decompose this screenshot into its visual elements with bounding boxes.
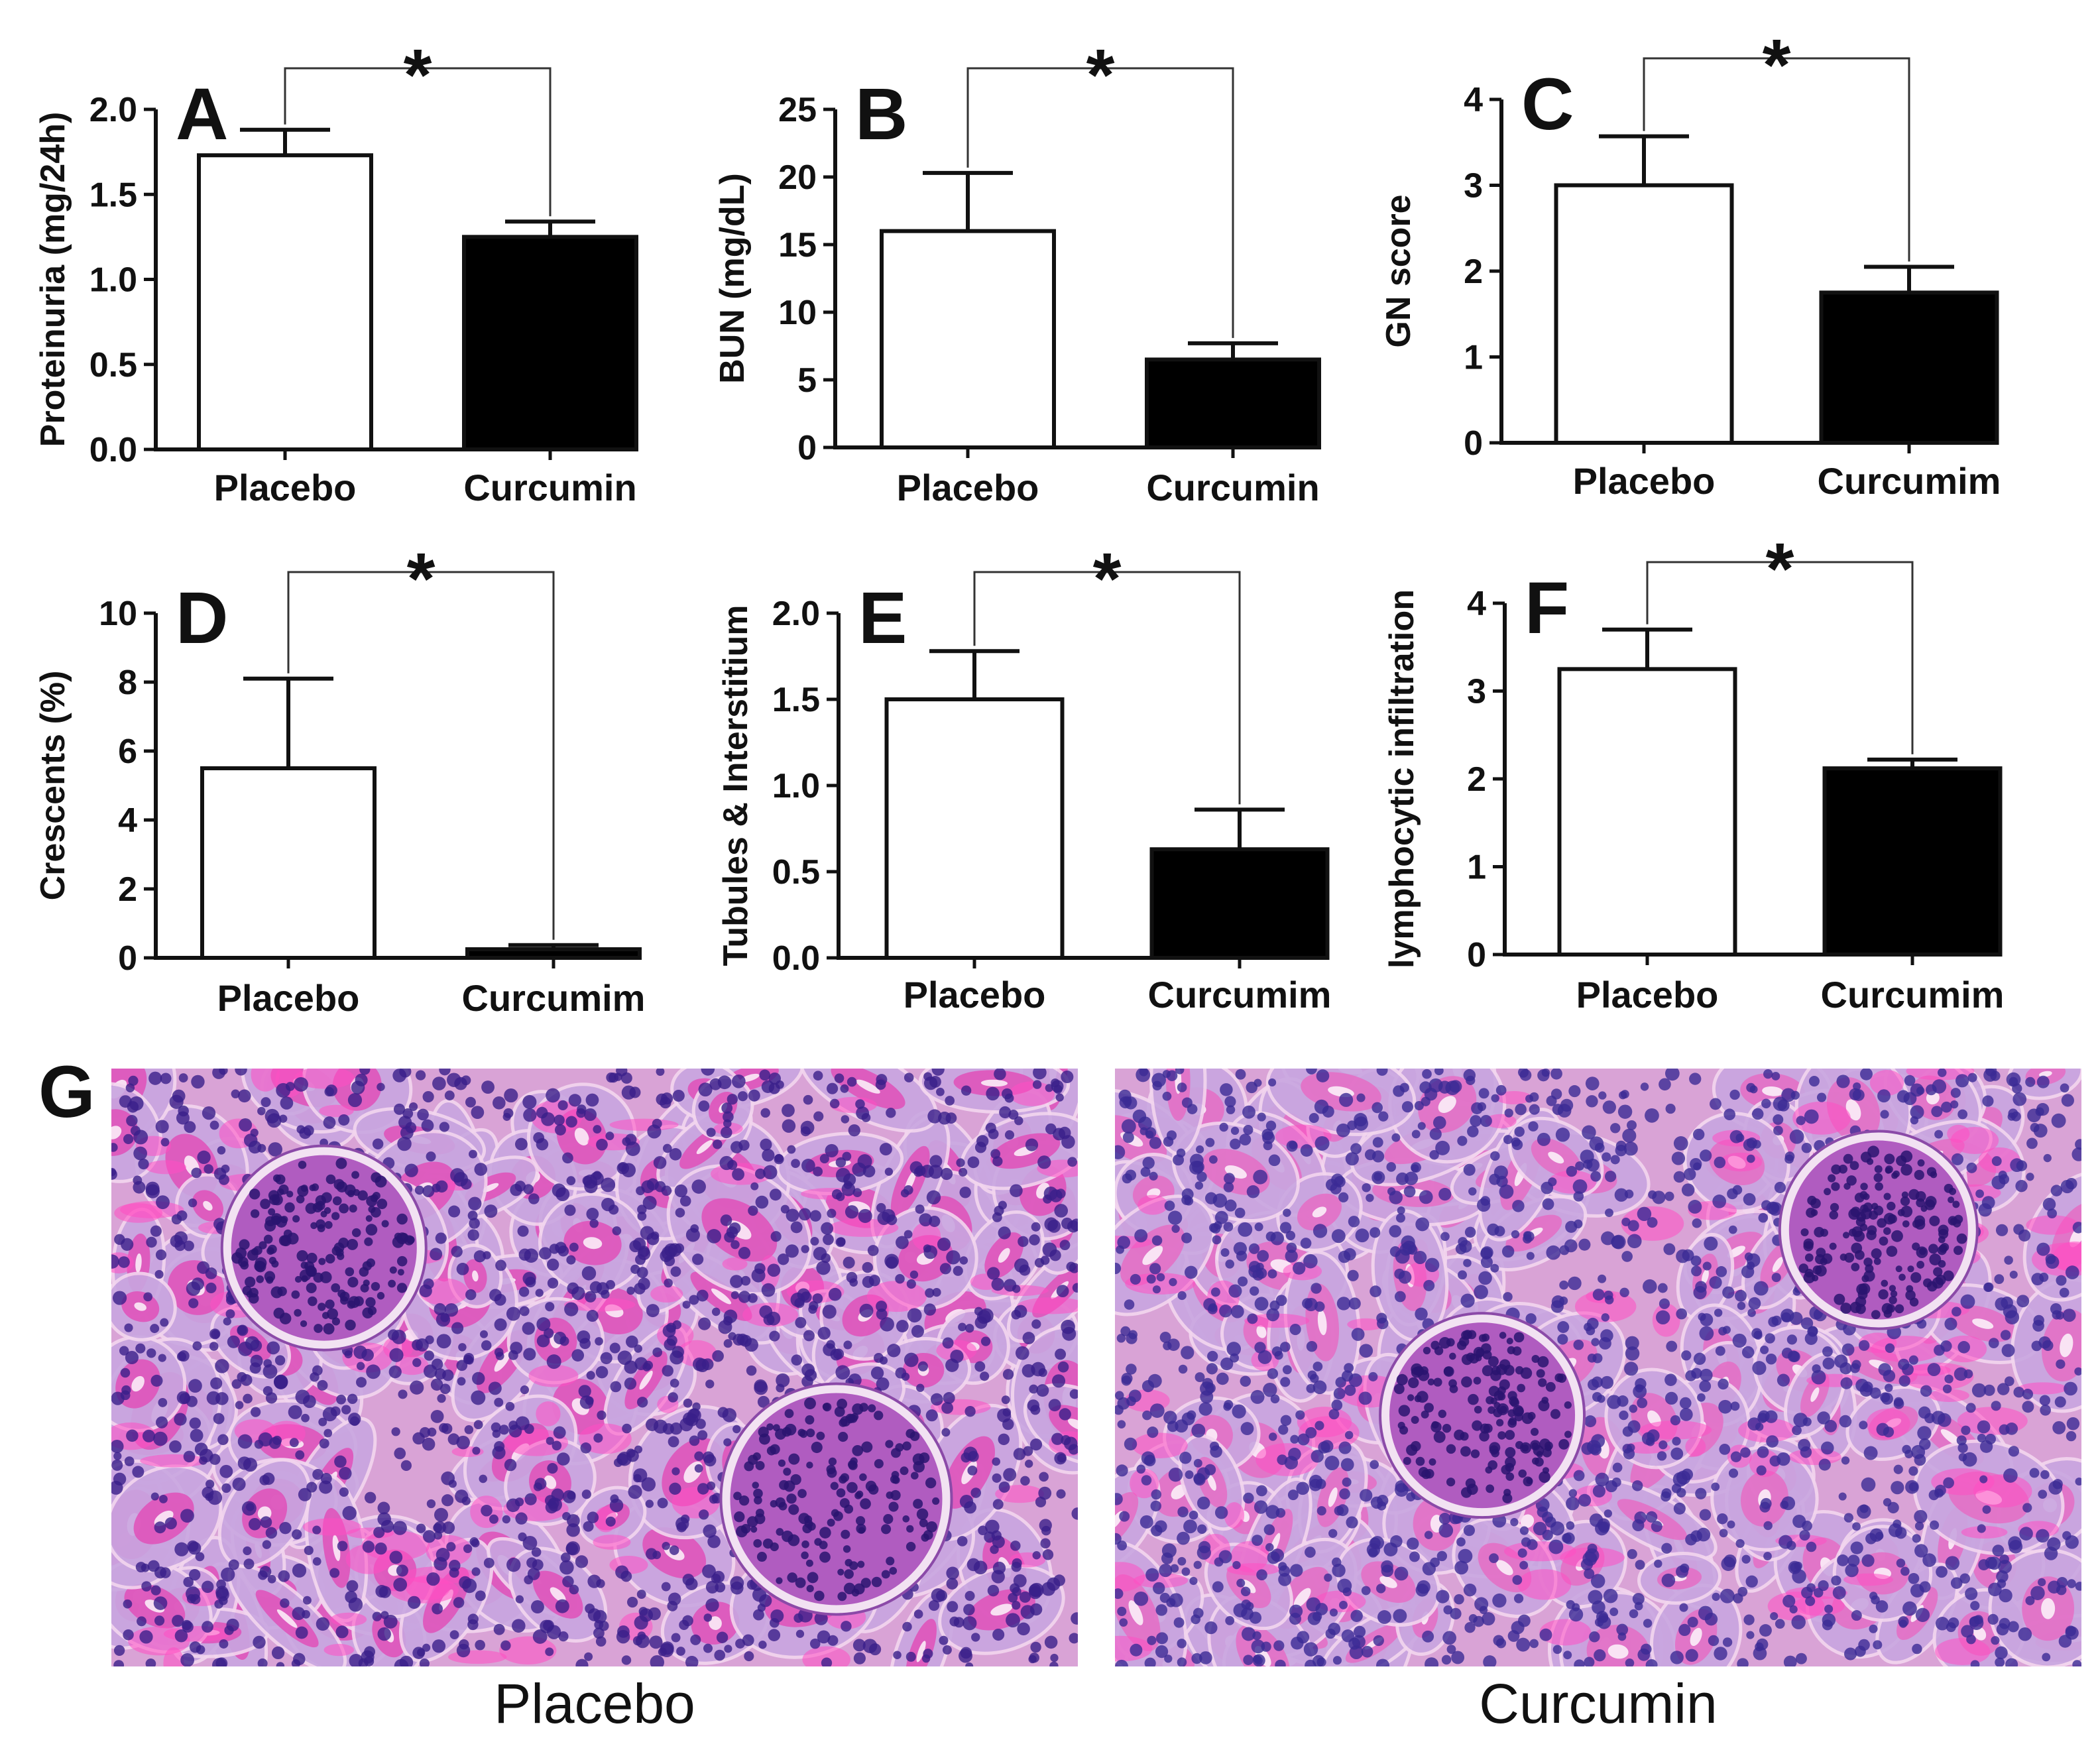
significance-star: * [407,538,436,620]
panel-label-d: D [176,577,228,659]
x-tick-label: Curcumim [462,977,646,1019]
bar-curcumim [1152,849,1328,958]
bar-curcumim [1822,292,1997,443]
significance-star: * [1086,34,1115,116]
x-tick-label: Placebo [1573,460,1716,502]
y-axis-title: BUN (mg/dL) [713,173,752,384]
y-tick-label: 0.5 [772,853,820,892]
y-tick-label: 0.0 [772,939,820,978]
bar-placebo [202,768,375,958]
y-tick-label: 0 [118,939,137,978]
bar-curcumim [467,949,640,958]
panel-label-a: A [176,74,228,155]
x-tick-label: Placebo [897,467,1039,508]
y-axis-title: lymphocytic infiltration [1383,589,1421,968]
panel-label-e: E [858,577,907,659]
y-tick-label: 8 [118,664,137,702]
chart-panel-e: 0.0 0.5 1.0 1.5 2.0 Tubules & Interstitium E Pl… [717,538,1331,1016]
y-tick-label: 0 [1464,424,1483,463]
panel-label-b: B [855,74,907,155]
x-tick-label: Curcumim [1818,460,2001,502]
y-tick-label: 2.0 [89,91,137,129]
y-tick-label: 4 [1467,585,1486,623]
bar-curcumim [1825,768,2001,955]
micrograph-placebo [38,991,1142,1718]
significance-star: * [404,34,432,116]
x-tick-label: Placebo [1576,974,1719,1016]
bar-curcumin [464,237,636,449]
y-tick-label: 2 [1464,253,1483,291]
y-axis-title: Proteinuria (mg/24h) [34,112,72,447]
y-tick-label: 4 [118,801,137,840]
micrograph-caption-curcumin: Curcumin [1115,1672,2081,1736]
x-tick-label: Placebo [214,467,357,508]
y-tick-label: 6 [118,732,137,771]
y-tick-label: 3 [1464,167,1483,205]
y-tick-label: 2 [1467,760,1486,799]
chart-panel-d: 0 2 4 6 8 10 Crescents (%) D Placebo Curcumim * [34,538,645,1019]
x-tick-label: Curcumin [1146,467,1319,508]
y-tick-label: 1.5 [89,176,137,214]
bar-curcumin [1147,359,1319,447]
x-tick-label: Placebo [217,977,360,1019]
chart-panel-a: 0.0 0.5 1.0 1.5 2.0 Proteinuria (mg/24h) A Plac… [34,34,637,508]
y-axis-title: Crescents (%) [34,671,72,901]
y-tick-label: 1.5 [772,681,820,719]
y-tick-label: 1 [1467,848,1486,887]
y-tick-label: 5 [797,361,817,400]
y-tick-label: 1.0 [772,767,820,805]
micrograph-caption-placebo: Placebo [111,1672,1078,1736]
y-tick-label: 15 [778,226,817,264]
y-tick-label: 0 [1467,936,1486,974]
y-tick-label: 2 [118,870,137,909]
x-tick-label: Placebo [904,974,1046,1016]
x-tick-label: Curcumin [463,467,636,508]
y-tick-label: 25 [778,91,817,129]
x-tick-label: Curcumim [1148,974,1332,1016]
y-axis-title: GN score [1379,194,1418,347]
chart-panel-c: 0 1 2 3 4 GN score C Placebo Curcumim * [1379,25,2001,502]
panel-label-f: F [1525,567,1569,649]
y-tick-label: 0.5 [89,346,137,384]
x-tick-label: Curcumim [1821,974,2005,1016]
panel-label-c: C [1521,64,1574,145]
micrograph-curcumin [1051,996,2100,1737]
y-axis-title: Tubules & Interstitium [717,605,755,966]
significance-star: * [1093,538,1122,620]
chart-panel-b: 0 5 10 15 20 25 BUN (mg/dL) B Placebo Curcumin * [713,34,1320,508]
y-tick-label: 20 [778,158,817,197]
panel-label-g: G [38,1051,95,1133]
y-tick-label: 0.0 [89,431,137,469]
y-tick-label: 0 [797,429,817,467]
significance-star: * [1763,25,1791,106]
y-tick-label: 1.0 [89,261,137,300]
significance-star: * [1766,528,1794,610]
y-tick-label: 4 [1464,81,1483,119]
bar-placebo [1560,669,1735,955]
y-tick-label: 2.0 [772,595,820,633]
bar-placebo [882,231,1054,447]
y-tick-label: 1 [1464,339,1483,377]
y-tick-label: 3 [1467,673,1486,711]
bar-placebo [199,155,371,449]
y-tick-label: 10 [778,294,817,332]
bar-placebo [1556,186,1732,443]
chart-panel-f: 0 1 2 3 4 lymphocytic infiltration F Placebo Cur… [1383,528,2004,1016]
y-tick-label: 10 [99,595,137,633]
bar-placebo [887,699,1063,958]
